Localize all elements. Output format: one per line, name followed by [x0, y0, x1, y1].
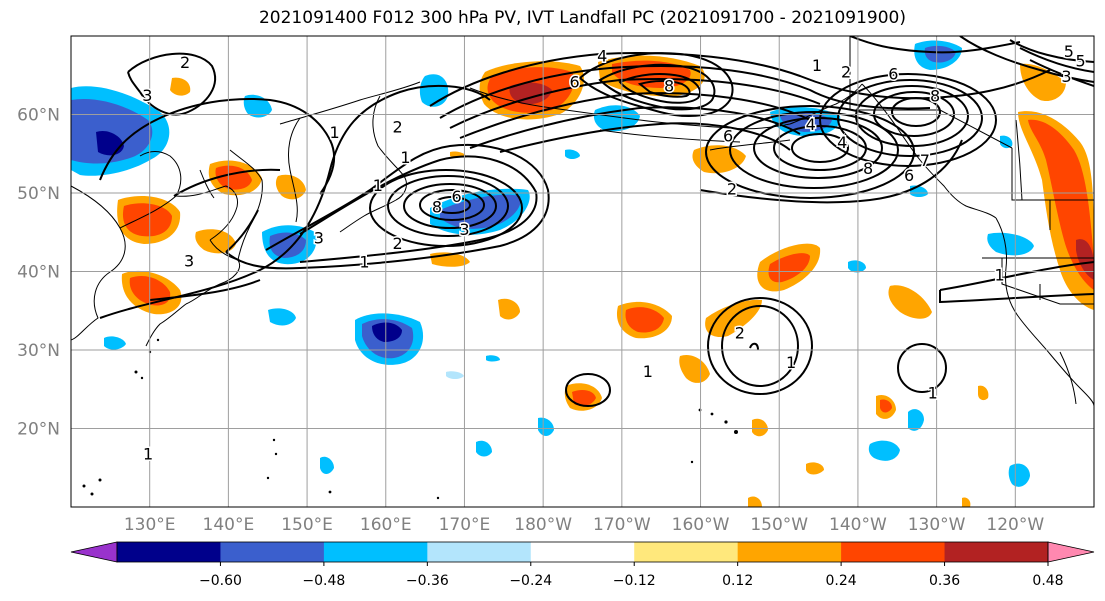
- contour-label: 2: [735, 324, 745, 343]
- contour-label: 8: [930, 87, 940, 106]
- colorbar-tick-label: 0.24: [826, 573, 857, 589]
- contour-label: 1: [812, 56, 822, 75]
- contour-label: 4: [806, 115, 816, 134]
- contour-label: 2: [392, 117, 402, 136]
- lon-tick-label: 130°E: [124, 515, 176, 535]
- contour-label: 2: [180, 53, 190, 72]
- lon-tick-labels: 130°E 140°E 150°E 160°E 170°E 180°W 170°W 160°W…: [124, 515, 1045, 535]
- gridlines: [71, 36, 1094, 507]
- islands: [82, 338, 738, 500]
- contour-label: 6: [723, 127, 733, 146]
- contour-label: 6: [904, 166, 914, 185]
- colorbar-segment: [427, 542, 532, 562]
- lat-tick-label: 40°N: [17, 263, 60, 283]
- contour-label: 1: [359, 252, 369, 271]
- colorbar-tick-label: 0.48: [1032, 573, 1063, 589]
- colorbar-segment: [530, 542, 635, 562]
- colorbar-extend-high: [1047, 541, 1095, 563]
- lon-tick-label: 170°W: [593, 515, 651, 535]
- contour-label: 1: [330, 123, 340, 142]
- contour-label: 3: [184, 252, 194, 271]
- lon-tick-label: 120°W: [986, 515, 1044, 535]
- colorbar-tick-label: 0.12: [722, 573, 753, 589]
- contour-label: 2: [727, 179, 737, 198]
- lat-tick-label: 20°N: [17, 420, 60, 440]
- lon-tick-label: 180°W: [514, 515, 572, 535]
- coastlines: [71, 81, 1094, 407]
- contour-label: 3: [142, 86, 152, 105]
- colorbar-segment: [323, 542, 428, 562]
- contour-label: 7: [920, 151, 930, 170]
- colorbar-segment: [737, 542, 842, 562]
- contour-label: 4: [837, 133, 847, 152]
- contour-label: 3: [314, 229, 324, 248]
- positive-pv-areas: [117, 55, 1094, 507]
- contour-label: 3: [459, 220, 469, 239]
- colorbar: −0.60 −0.48 −0.36 −0.24 −0.12 0.12 0.24 0.36 0.4…: [70, 541, 1095, 589]
- lon-tick-label: 150°W: [750, 515, 808, 535]
- contour-label: 1: [786, 353, 796, 372]
- contour-label: 1: [143, 445, 153, 464]
- contour-label: 8: [863, 159, 873, 178]
- colorbar-segment: [220, 542, 325, 562]
- colorbar-segment: [944, 542, 1049, 562]
- lon-tick-label: 130°W: [908, 515, 966, 535]
- colorbar-extend-low: [70, 541, 118, 563]
- colorbar-segment: [117, 542, 221, 562]
- colorbar-tick-label: 0.36: [929, 573, 960, 589]
- colorbar-outline: [116, 541, 1049, 563]
- contours: [99, 36, 1094, 407]
- contour-label: 2: [392, 234, 402, 253]
- contour-label: 1: [373, 176, 383, 195]
- contour-label: 3: [1061, 67, 1071, 86]
- contour-label: 1: [400, 148, 410, 167]
- contour-label: 5: [1076, 51, 1086, 70]
- lon-tick-label: 140°W: [829, 515, 887, 535]
- contour-label: 1: [643, 362, 653, 381]
- map-frame: [70, 35, 1095, 508]
- lat-tick-label: 30°N: [17, 341, 60, 361]
- lat-tick-labels: 60°N 50°N 40°N 30°N 20°N: [17, 106, 60, 440]
- lon-tick-label: 160°E: [360, 515, 412, 535]
- colorbar-tick-label: −0.48: [302, 573, 345, 589]
- contour-label: 8: [664, 76, 674, 95]
- contour-label: 4: [597, 47, 607, 66]
- map-title: 2021091400 F012 300 hPa PV, IVT Landfall…: [258, 8, 906, 28]
- colorbar-tick-label: −0.24: [509, 573, 552, 589]
- lon-tick-label: 140°E: [203, 515, 255, 535]
- colorbar-tick-label: −0.36: [406, 573, 449, 589]
- contour-label: 8: [432, 197, 442, 216]
- contour-label: 2: [841, 62, 851, 81]
- contour-label: 1: [994, 266, 1004, 285]
- colorbar-segment: [841, 542, 946, 562]
- contour-label: 6: [451, 187, 461, 206]
- lon-tick-label: 160°W: [672, 515, 730, 535]
- lon-tick-label: 170°E: [439, 515, 491, 535]
- lat-tick-label: 60°N: [17, 106, 60, 126]
- contour-label: 6: [570, 73, 580, 92]
- contour-label: 6: [888, 65, 898, 84]
- lat-tick-label: 50°N: [17, 184, 60, 204]
- contour-label: 1: [928, 383, 938, 402]
- colorbar-tick-label: −0.12: [613, 573, 656, 589]
- contour-label: 5: [1064, 42, 1074, 61]
- colorbar-tick-label: −0.60: [199, 573, 242, 589]
- colorbar-segment: [634, 542, 739, 562]
- lon-tick-label: 150°E: [281, 515, 333, 535]
